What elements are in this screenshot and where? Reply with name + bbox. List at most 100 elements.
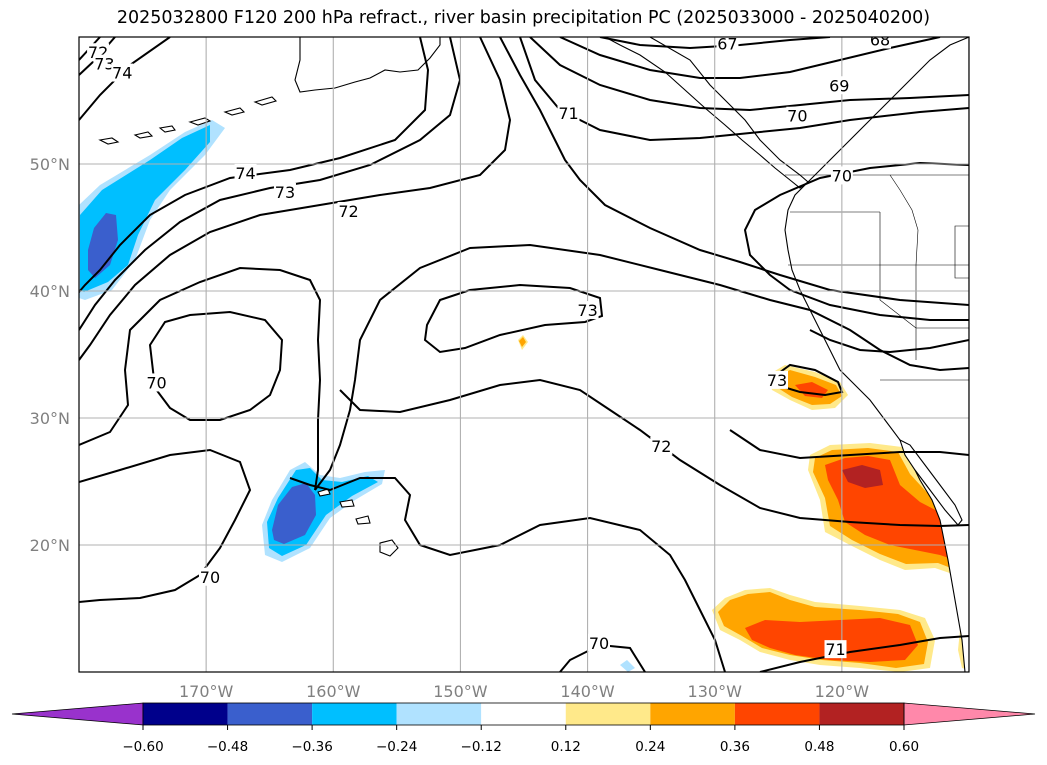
contour-line: [79, 37, 512, 361]
contour-label-bg: [588, 633, 611, 652]
hawaii-islands: [355, 515, 371, 525]
contour-label: 68: [870, 31, 890, 50]
colorbar: [11, 702, 1036, 726]
contour-label-bg: [576, 301, 599, 320]
colorbar-tick-label: 0.60: [889, 739, 919, 755]
positive-shading-small: [519, 337, 526, 347]
contour-line: [423, 283, 604, 354]
colorbar-bin: [565, 703, 651, 725]
contour-line: [519, 37, 969, 142]
positive-shading-south: [745, 618, 918, 662]
contour-label-bg: [234, 163, 257, 182]
contour-label-bg: [828, 76, 851, 95]
aleutian-islands: [133, 131, 154, 139]
contour-label: 70: [589, 634, 609, 653]
colorbar-bin: [734, 703, 820, 725]
contour-label-bg: [869, 37, 891, 49]
contour-line: [79, 37, 430, 293]
contour-label-bg: [766, 370, 789, 389]
contour-label-bg: [337, 201, 360, 220]
lon-tick-label: 130°W: [688, 682, 743, 701]
state-border: [889, 174, 919, 266]
contour-label: 67: [717, 34, 737, 53]
state-border: [879, 265, 917, 360]
contour-label-bg: [111, 63, 134, 82]
panhandle-coast: [604, 37, 809, 189]
negative-shading-hawaii: [272, 483, 316, 544]
contour-label: 73: [767, 371, 787, 390]
state-borders: [785, 174, 969, 381]
contour-label-bg: [830, 166, 853, 185]
contour-line: [809, 329, 969, 354]
colorbar-tick-label: 0.24: [635, 739, 665, 755]
contour-line: [743, 161, 969, 321]
contour-line: [289, 477, 726, 672]
lon-tick-label: 120°W: [815, 682, 870, 701]
contour-label: 70: [146, 373, 166, 392]
contour-line: [499, 37, 969, 306]
contour-label: 71: [825, 640, 845, 659]
contour-line: [79, 448, 252, 603]
colorbar-bin: [650, 703, 735, 725]
colorbar-tick-label: 0.36: [720, 739, 750, 755]
alaska-coast: [294, 37, 441, 93]
contour-label-bg: [557, 104, 580, 123]
contour-line: [729, 429, 969, 460]
contour-line: [559, 37, 941, 79]
contour-label: 72: [338, 202, 358, 221]
contour-label: 70: [200, 568, 220, 587]
hawaii-islands: [339, 499, 355, 508]
lat-tick-label: 30°N: [30, 409, 70, 428]
contour-label: 70: [832, 166, 852, 185]
contour-label: 70: [787, 107, 807, 126]
contour-line: [79, 266, 322, 491]
hawaii-islands: [317, 488, 331, 497]
aleutian-islands: [188, 117, 212, 126]
lon-tick-label: 140°W: [560, 682, 615, 701]
lat-tick-label: 50°N: [30, 155, 70, 174]
colorbar-tick-label: 0.48: [804, 739, 834, 755]
positive-shading-mexico: [842, 465, 883, 488]
colorbar-tick-label: −0.12: [461, 739, 502, 755]
hawaii-islands: [379, 539, 399, 557]
contour-label: 73: [275, 183, 295, 202]
colorbar-tick-label: −0.24: [376, 739, 417, 755]
aleutian-islands: [98, 137, 120, 145]
aleutian-islands: [223, 107, 246, 116]
lon-tick-label: 170°W: [179, 682, 234, 701]
lon-tick-label: 160°W: [306, 682, 361, 701]
contour-label-bg: [145, 373, 168, 392]
contour-label: 72: [651, 437, 671, 456]
contour-line: [339, 378, 969, 528]
aleutian-islands: [158, 125, 176, 133]
colorbar-under-extend: [11, 702, 144, 726]
contour-label: 71: [558, 104, 578, 123]
lat-tick-label: 20°N: [30, 536, 70, 555]
contour-label-bg: [650, 436, 673, 455]
contour-label-bg: [273, 182, 296, 201]
colorbar-tick-label: −0.36: [291, 739, 332, 755]
contour-label-bg: [824, 640, 847, 659]
refractivity-contours: [79, 37, 969, 672]
contour-label-bg: [93, 54, 116, 73]
contour-line: [148, 310, 284, 421]
colorbar-tick-label: −0.48: [207, 739, 248, 755]
colorbar-tick-label: 0.12: [551, 739, 581, 755]
gridlines: [79, 37, 969, 672]
contour-label: 74: [112, 64, 132, 83]
contour-line: [79, 37, 462, 331]
negative-shading-small: [620, 660, 635, 672]
contour-label: 69: [829, 76, 849, 95]
aleutian-islands: [253, 96, 278, 106]
contour-label: 73: [94, 55, 114, 74]
colorbar-frame: [142, 702, 905, 726]
latitude-tick-labels: 50°N 40°N 30°N 20°N: [30, 155, 70, 555]
longitude-tick-labels: 170°W 160°W 150°W 140°W 130°W 120°W: [179, 682, 869, 701]
baja-coast: [899, 438, 963, 526]
colorbar-bin: [819, 703, 904, 725]
contour-label-bg: [786, 106, 809, 125]
contour-line: [314, 243, 969, 491]
colorbar-tick-labels: −0.60 −0.48 −0.36 −0.24 −0.12 0.12 0.24 0.36 0.4…: [122, 725, 919, 755]
